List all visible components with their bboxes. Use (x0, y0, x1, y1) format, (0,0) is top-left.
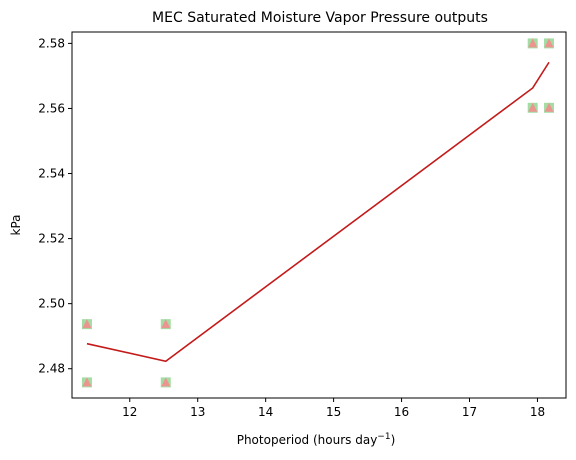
triangle-marker (528, 38, 538, 48)
plot-area (81, 38, 555, 388)
triangle-marker (161, 377, 171, 387)
chart-title: MEC Saturated Moisture Vapor Pressure ou… (152, 10, 488, 26)
x-axis-label-tail: ) (391, 433, 396, 447)
y-tick-label: 2.50 (38, 297, 65, 311)
y-axis: 2.48 2.50 2.52 2.54 2.56 2.58 (38, 36, 72, 376)
triangle-marker (544, 102, 554, 112)
y-tick-label: 2.54 (38, 167, 65, 181)
y-tick-label: 2.52 (38, 232, 65, 246)
triangle-marker (82, 377, 92, 387)
x-axis-label: Photoperiod (hours day−1) (237, 432, 396, 447)
x-tick-label: 14 (258, 405, 273, 419)
x-tick-label: 15 (326, 405, 341, 419)
triangle-marker (161, 319, 171, 329)
y-axis-label: kPa (9, 215, 23, 236)
x-axis-label-superscript: −1 (377, 432, 390, 442)
x-tick-label: 13 (190, 405, 205, 419)
y-tick-label: 2.58 (38, 36, 65, 50)
triangle-marker (544, 38, 554, 48)
x-tick-label: 16 (394, 405, 409, 419)
triangle-marker (82, 319, 92, 329)
plot-frame (71, 31, 567, 399)
x-axis: 12 13 14 15 16 17 18 (122, 398, 545, 419)
x-tick-label: 17 (462, 405, 477, 419)
series-line (86, 61, 550, 363)
x-tick-label: 12 (122, 405, 137, 419)
y-tick-label: 2.56 (38, 101, 65, 115)
x-tick-label: 18 (530, 405, 545, 419)
triangle-marker (528, 102, 538, 112)
y-tick-label: 2.48 (38, 362, 65, 376)
x-axis-label-text: Photoperiod (hours day (237, 433, 378, 447)
